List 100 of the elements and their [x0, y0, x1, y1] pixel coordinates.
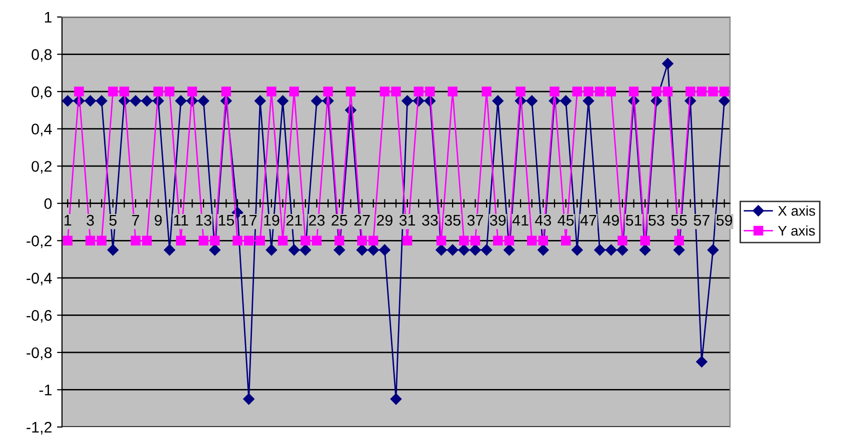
x-tick-label: 17	[241, 215, 257, 226]
point	[718, 95, 730, 106]
point	[164, 86, 174, 96]
point	[390, 393, 402, 405]
point	[346, 86, 356, 96]
x-tick-label: 1	[64, 215, 72, 226]
point	[618, 236, 628, 246]
x-tick-label: 55	[671, 215, 687, 226]
x-tick-label: 5	[109, 215, 117, 226]
point	[436, 236, 446, 246]
point	[628, 86, 639, 96]
y-tick-label: -1,2	[26, 422, 52, 434]
point	[107, 244, 119, 256]
x-tick-label: 37	[467, 214, 483, 226]
x-tick-label: 21	[286, 214, 302, 226]
x-tick-label: 33	[422, 214, 438, 226]
x-tick-label: 13	[196, 214, 212, 226]
point	[391, 86, 401, 96]
point	[62, 236, 73, 246]
point	[312, 236, 322, 246]
point	[74, 86, 84, 96]
point	[504, 236, 514, 246]
x-tick-label: 11	[174, 215, 188, 226]
x-tick-label: 53	[648, 214, 664, 226]
y-tick-label: 0,8	[32, 49, 52, 62]
x-tick-label: 25	[332, 214, 348, 226]
point	[130, 95, 142, 106]
point	[379, 244, 390, 256]
point	[526, 95, 538, 106]
point	[255, 236, 265, 246]
point	[470, 236, 480, 246]
point	[458, 244, 470, 256]
point	[175, 95, 186, 106]
x-tick-label: 27	[354, 214, 370, 226]
point	[527, 236, 537, 246]
x-tick-label: 29	[376, 214, 392, 226]
point	[652, 86, 662, 96]
x-tick-label: 41	[512, 215, 528, 226]
x-tick-label: 45	[558, 215, 574, 226]
point	[696, 86, 707, 96]
y-tick-label: -0,6	[26, 310, 52, 323]
point	[288, 244, 300, 256]
point	[560, 95, 572, 106]
point	[300, 236, 310, 246]
point	[198, 236, 208, 246]
point	[266, 86, 276, 96]
point	[696, 356, 708, 368]
point	[606, 86, 616, 96]
x-tick-label: 15	[218, 215, 234, 226]
point	[492, 95, 504, 106]
x-tick-label: 35	[444, 214, 460, 226]
y-tick-label: 1	[44, 12, 52, 23]
point	[232, 236, 242, 246]
point	[594, 86, 605, 96]
x-tick-label: 49	[602, 214, 619, 226]
point	[84, 95, 96, 106]
point	[266, 244, 278, 256]
point	[277, 95, 288, 106]
y-tick-label: 0	[44, 198, 52, 210]
x-tick-label: 39	[490, 214, 506, 226]
y-tick-label: -1	[39, 384, 52, 396]
point	[300, 244, 312, 256]
point	[130, 236, 140, 246]
point	[482, 86, 492, 96]
point	[640, 236, 650, 246]
legend-label: X axis	[778, 206, 816, 216]
point	[708, 86, 718, 96]
y-tick-label: -0,4	[26, 272, 52, 286]
point	[142, 236, 152, 246]
point	[96, 95, 108, 106]
point	[560, 236, 571, 246]
y-tick-label: 0,4	[32, 124, 52, 136]
point	[707, 244, 719, 256]
point	[368, 244, 379, 256]
point	[141, 95, 153, 106]
point	[221, 86, 232, 96]
x-tick-label: 9	[154, 214, 162, 226]
point	[719, 86, 730, 96]
x-tick-label: 57	[694, 215, 710, 226]
point	[673, 244, 685, 256]
point	[402, 236, 412, 246]
point	[153, 86, 164, 96]
x-tick-label: 59	[716, 214, 732, 226]
x-tick-label: 47	[580, 215, 596, 226]
point	[459, 236, 469, 246]
y-tick-label: 0,2	[32, 160, 52, 174]
point	[334, 244, 345, 256]
point	[436, 244, 447, 256]
point	[674, 236, 684, 246]
point	[198, 95, 210, 106]
x-tick-label: 43	[535, 214, 552, 226]
y-tick-label: -0,8	[26, 347, 52, 360]
x-tick-label: 51	[626, 215, 642, 226]
point	[334, 236, 344, 246]
point	[470, 244, 481, 256]
point	[311, 95, 322, 106]
point	[686, 86, 696, 96]
point	[662, 86, 673, 96]
point	[187, 86, 198, 96]
point	[176, 236, 186, 246]
